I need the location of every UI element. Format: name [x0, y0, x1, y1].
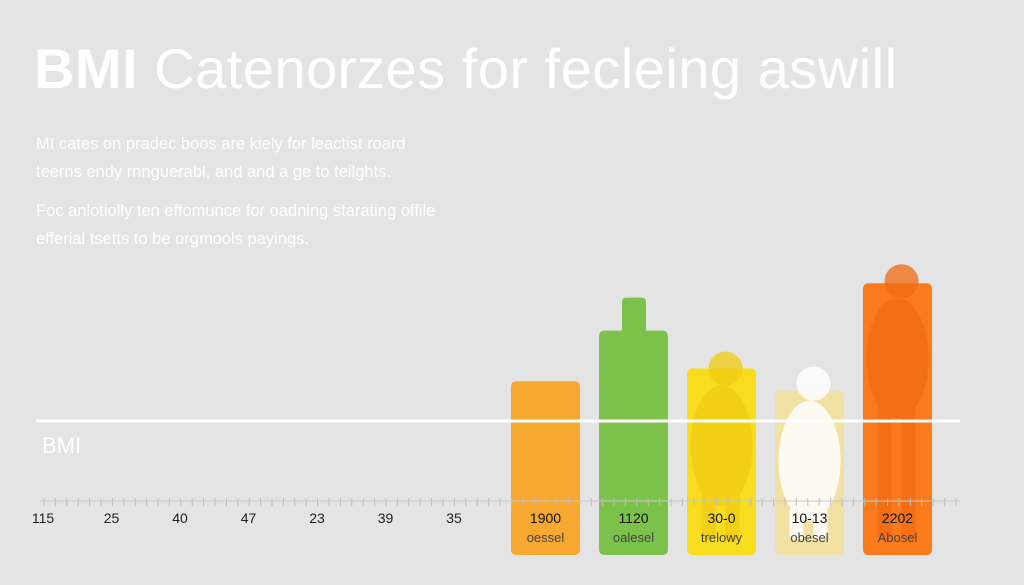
figure-leg-right-3: [813, 505, 828, 540]
bar-1: [599, 330, 668, 555]
bar-value-label-0: 1900: [530, 510, 561, 526]
axis-tick-label-4: 23: [309, 510, 325, 526]
bar-category-label-2: trelowy: [701, 530, 743, 545]
figure-body-4: [866, 298, 929, 419]
person-figure-3: [778, 366, 841, 540]
axis-tick-label-0: 115: [32, 510, 55, 526]
bar-category-label-0: oessel: [527, 530, 565, 545]
bars-layer: [511, 264, 932, 555]
axis-tick-label-6: 35: [446, 510, 462, 526]
bar-labels: 1900 oessel 1120 oalesel 30-0 trelowy 10-13 obe…: [527, 510, 918, 545]
bar-value-label-4: 2202: [882, 510, 913, 526]
bar-value-label-3: 10-13: [792, 510, 828, 526]
minor-ticks: [43, 498, 957, 506]
figure-head-3: [796, 366, 831, 401]
axis-tick-label-3: 47: [241, 510, 257, 526]
axis-label-bmi: BMI: [42, 433, 81, 458]
intro-paragraph-2: Foc anlotiolly ten effomunce for oadning…: [36, 202, 436, 248]
axis-tick-label-5: 39: [378, 510, 394, 526]
figure-body-3: [778, 400, 841, 521]
figure-body-2: [690, 385, 753, 506]
bar-value-label-2: 30-0: [707, 510, 735, 526]
intro-paragraph-1: MI cates on pradec boos are kiely for le…: [36, 135, 406, 181]
title-rest: Catenorzes for fecleing aswill: [154, 37, 898, 100]
page-title: BMI Catenorzes for fecleing aswill: [34, 36, 898, 101]
axis-tick-label-2: 40: [172, 510, 188, 526]
title-bmi: BMI: [34, 37, 139, 100]
bar-category-label-1: oalesel: [613, 530, 654, 545]
bar-value-label-1: 1120: [618, 510, 648, 526]
figure-head-2: [708, 351, 743, 386]
bar-category-label-3: obesel: [790, 530, 828, 545]
figure-leg-left-3: [789, 505, 804, 540]
bar-1-cap: [622, 297, 646, 338]
bar-category-label-4: Abosel: [878, 530, 918, 545]
figure-head-4: [884, 264, 919, 299]
figure-leg-right-2: [725, 490, 740, 540]
tick-labels: 115 25 40 47 23 39 35: [32, 510, 462, 526]
bar-0: [511, 381, 580, 555]
figure-leg-right-4: [901, 403, 916, 540]
axis-tick-label-1: 25: [104, 510, 120, 526]
